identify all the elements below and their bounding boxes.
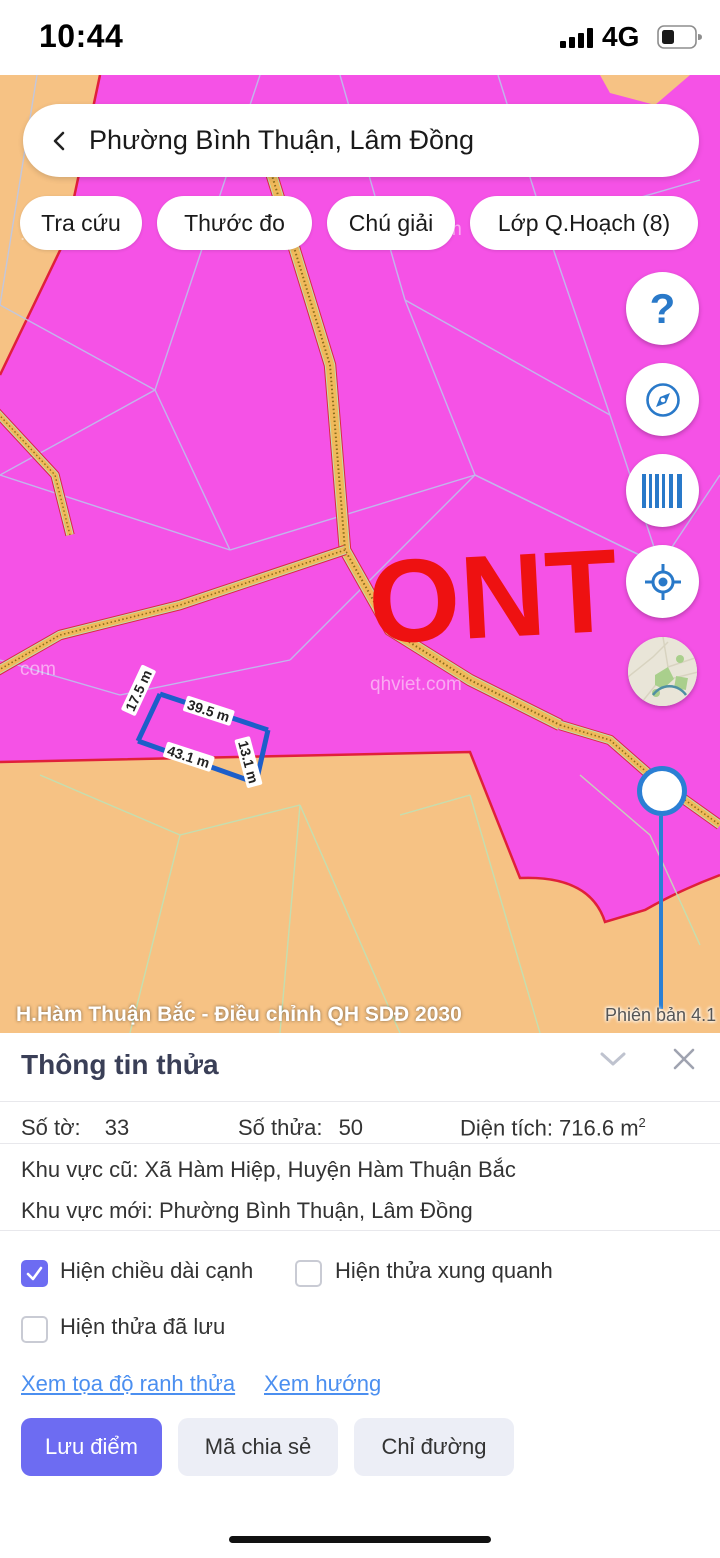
svg-text:ONT: ONT (365, 525, 621, 670)
svg-text:com: com (20, 659, 56, 680)
svg-text:qhviet.com: qhviet.com (370, 674, 462, 695)
